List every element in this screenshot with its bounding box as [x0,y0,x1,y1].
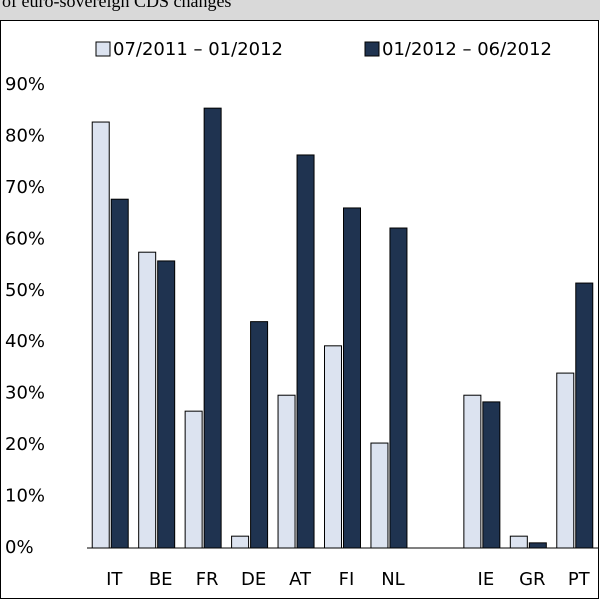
x-tick-label: FI [339,569,355,590]
y-tick-label: 80% [5,125,45,146]
x-tick-label: AT [289,569,312,590]
bar [91,121,110,549]
bar [389,227,408,549]
bar [324,345,342,549]
y-tick-label: 50% [5,280,45,301]
bar [231,535,250,549]
x-tick-label: IE [478,569,495,590]
x-tick-label: GR [519,569,545,590]
legend-swatch [95,41,111,57]
bar [277,394,296,549]
y-tick-label: 90% [5,74,45,95]
y-tick-label: 70% [5,177,45,198]
legend-label: 07/2011 – 01/2012 [113,39,283,60]
bar [296,154,315,549]
bar [575,282,594,549]
y-tick-label: 40% [5,331,45,352]
x-tick-label: PT [568,569,591,590]
x-tick-label: FR [196,569,219,590]
y-tick-label: 10% [5,486,45,507]
bar [370,442,389,549]
legend-swatch [364,41,380,57]
bar [184,410,203,549]
y-tick-label: 60% [5,228,45,249]
bar [203,107,222,549]
x-tick-label: DE [241,569,266,590]
bar [157,260,176,549]
y-tick-label: 30% [5,383,45,404]
bar [343,207,361,549]
bar [482,401,501,549]
x-tick-label: IT [106,569,123,590]
bar [463,394,482,549]
caption: of euro-sovereign CDS changes [2,0,232,11]
y-tick-label: 20% [5,434,45,455]
caption-strip: of euro-sovereign CDS changes [0,0,600,20]
bar [528,542,547,549]
x-tick-label: NL [381,569,405,590]
bar [509,535,528,549]
bar [138,251,157,549]
bar [250,321,269,549]
x-tick-label: BE [149,569,173,590]
bar [110,198,129,549]
legend-label: 01/2012 – 06/2012 [382,39,552,60]
bar [556,372,575,549]
y-tick-label: 0% [5,537,34,558]
